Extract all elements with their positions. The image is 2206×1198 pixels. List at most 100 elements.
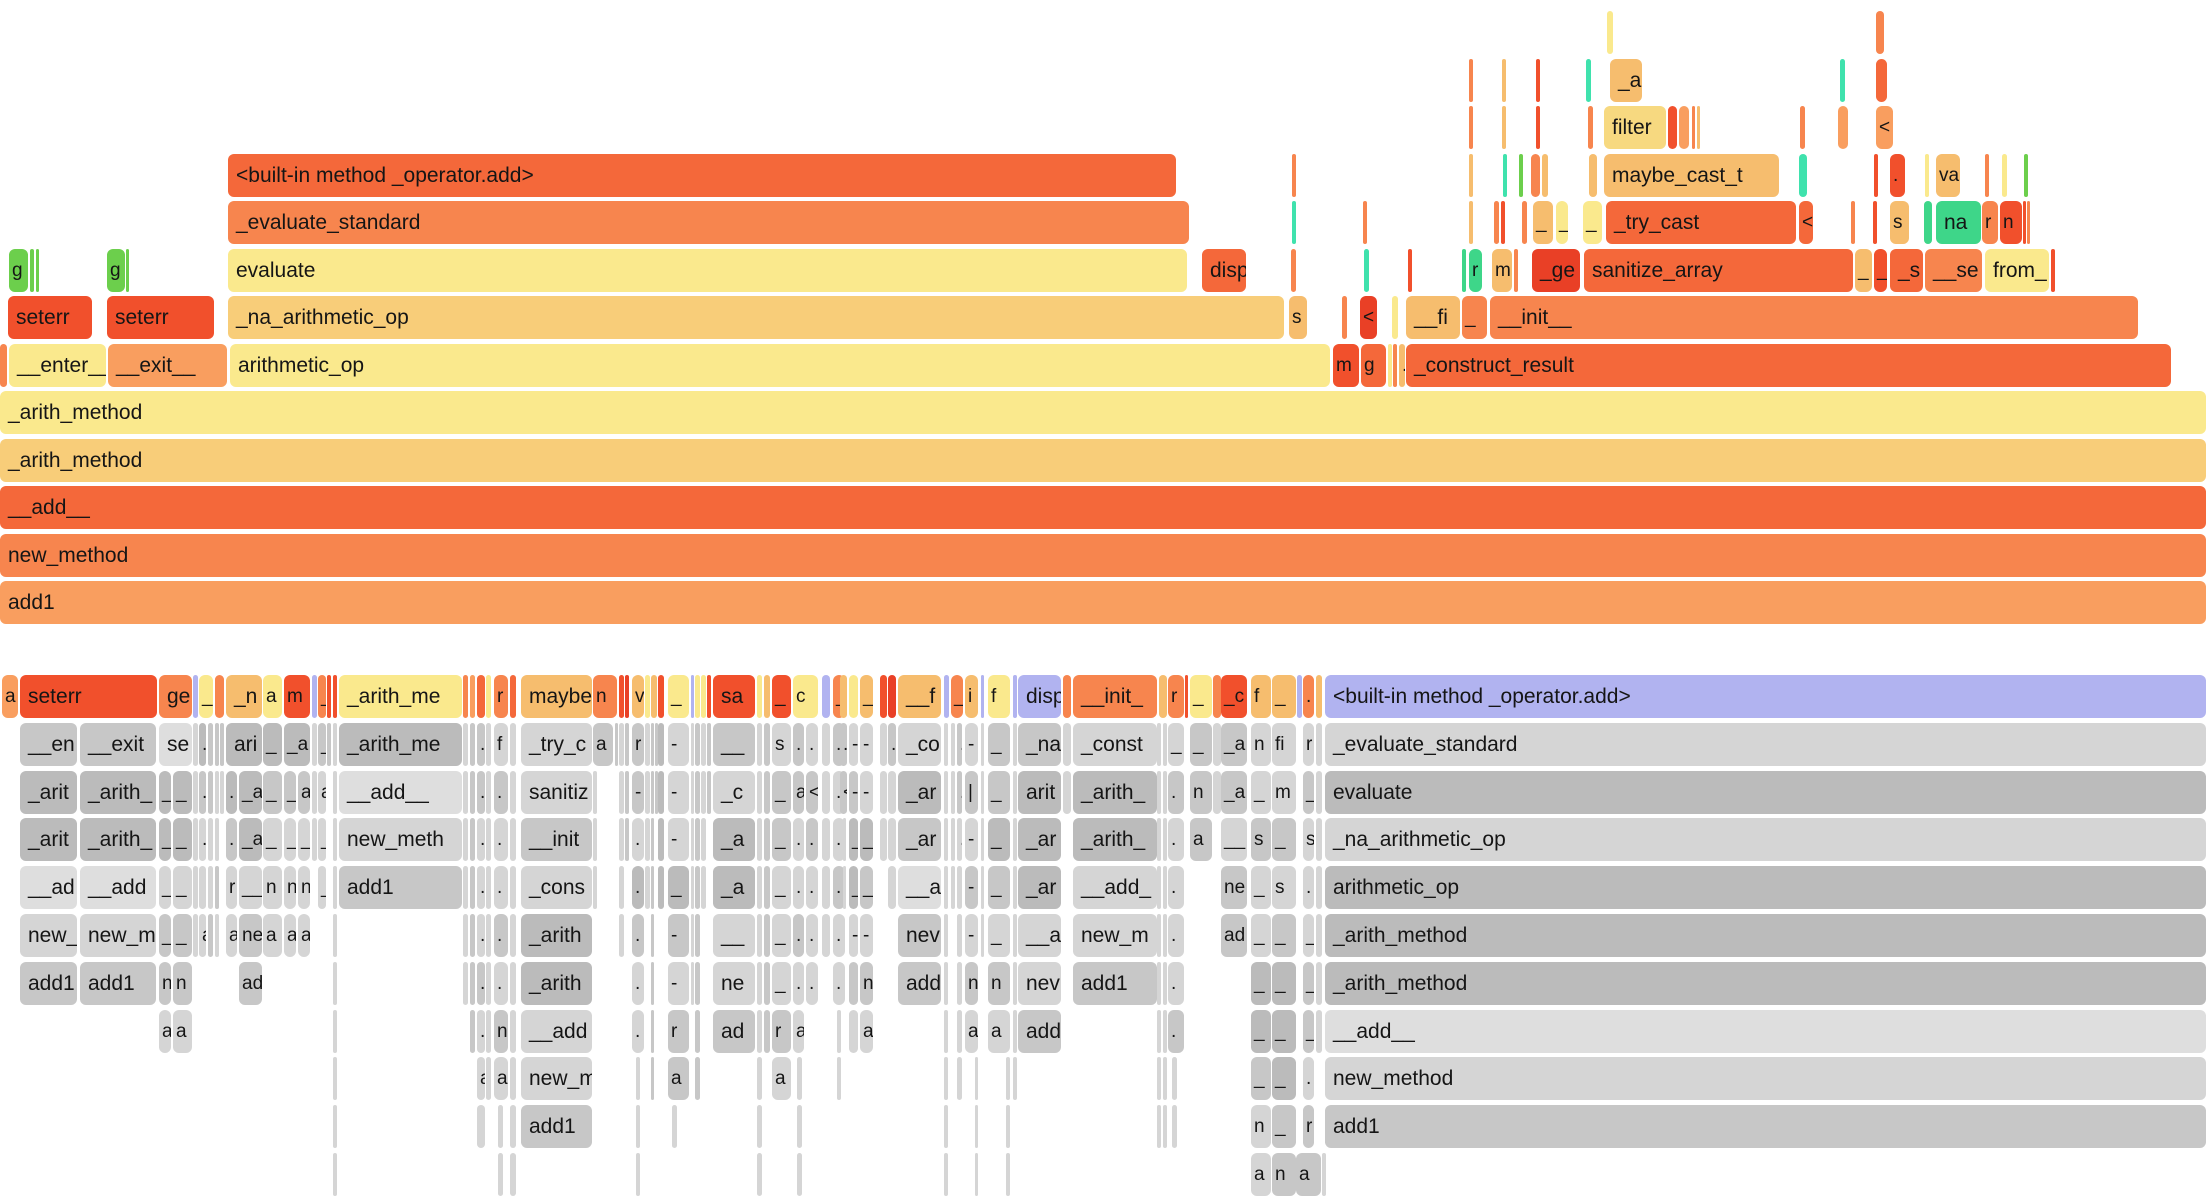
- flame-frame-m[interactable]: m: [284, 675, 310, 718]
- flame-frame-va[interactable]: va: [1936, 154, 1960, 197]
- flame-frame-_[interactable]: _: [1462, 296, 1487, 339]
- flame-frame-sliver[interactable]: [957, 1057, 962, 1100]
- flame-frame-sliver[interactable]: [193, 866, 198, 909]
- flame-frame-sliver[interactable]: [1364, 249, 1369, 292]
- flame-frame-[interactable]: .: [477, 723, 485, 766]
- flame-frame-sliver[interactable]: [510, 723, 516, 766]
- flame-frame-sliver[interactable]: [645, 771, 650, 814]
- flame-frame-new_m[interactable]: new_m: [1073, 914, 1157, 957]
- flame-frame-_const[interactable]: _const: [1073, 723, 1157, 766]
- flame-frame-a[interactable]: a: [298, 771, 310, 814]
- flame-frame-_[interactable]: _: [772, 914, 791, 957]
- flame-frame-_[interactable]: _: [1190, 723, 1212, 766]
- flame-frame-[interactable]: .: [806, 914, 818, 957]
- flame-frame-sliver[interactable]: [615, 723, 618, 766]
- flame-frame-_ar[interactable]: _ar: [1018, 866, 1061, 909]
- flame-frame-sliver[interactable]: [888, 771, 896, 814]
- flame-frame-sliver[interactable]: [486, 866, 491, 909]
- flame-frame-sliver[interactable]: [208, 818, 213, 861]
- flame-frame-sliver[interactable]: [1502, 106, 1506, 149]
- flame-frame-sliver[interactable]: [1363, 201, 1367, 244]
- flame-frame-arithmetic_op[interactable]: arithmetic_op: [1325, 866, 2206, 909]
- flame-frame-add[interactable]: add: [1018, 1010, 1061, 1053]
- flame-frame-n[interactable]: n: [593, 675, 617, 718]
- flame-frame-sliver[interactable]: [2027, 201, 2030, 244]
- flame-frame-sliver[interactable]: [849, 1010, 858, 1053]
- flame-frame-sliver[interactable]: [822, 771, 830, 814]
- flame-frame-sliver[interactable]: [199, 866, 206, 909]
- flame-frame-_[interactable]: _: [159, 818, 171, 861]
- flame-frame-_evaluate_standard[interactable]: _evaluate_standard: [228, 201, 1189, 244]
- flame-frame-sliver[interactable]: [463, 914, 468, 957]
- flame-frame-sliver[interactable]: [764, 723, 770, 766]
- flame-frame-sliver[interactable]: [707, 723, 711, 766]
- flame-frame-sa[interactable]: sa: [713, 675, 755, 718]
- flame-frame-_a[interactable]: _a: [1221, 771, 1247, 814]
- flame-frame-sliver[interactable]: [498, 1105, 503, 1148]
- flame-frame-_[interactable]: _: [1533, 201, 1553, 244]
- flame-frame-sliver[interactable]: [215, 771, 219, 814]
- flame-frame-_construct_result[interactable]: _construct_result: [1406, 344, 2171, 387]
- flame-frame-_[interactable]: _: [159, 771, 171, 814]
- flame-frame-sliver[interactable]: [645, 818, 650, 861]
- flame-frame-sliver[interactable]: [1876, 59, 1887, 102]
- flame-frame-sliver[interactable]: [975, 1153, 978, 1196]
- flame-frame-[interactable]: <: [1799, 201, 1813, 244]
- flame-frame-__add[interactable]: __add: [80, 866, 156, 909]
- flame-frame-sliver[interactable]: [695, 914, 700, 957]
- flame-frame-_arith_method[interactable]: _arith_method: [0, 391, 2206, 434]
- flame-frame-r[interactable]: r: [1303, 1105, 1314, 1148]
- flame-frame-sliver[interactable]: [193, 914, 198, 957]
- flame-frame-_[interactable]: _: [1251, 914, 1271, 957]
- flame-frame-[interactable]: .: [793, 962, 804, 1005]
- flame-frame-a[interactable]: a: [199, 914, 206, 957]
- flame-frame-_[interactable]: _: [1251, 771, 1271, 814]
- flame-frame-sliver[interactable]: [470, 962, 475, 1005]
- flame-frame-_arith_me[interactable]: _arith_me: [339, 675, 462, 718]
- flame-frame-sliver[interactable]: [619, 866, 624, 909]
- flame-frame-[interactable]: -: [849, 723, 858, 766]
- flame-frame-nev[interactable]: nev: [1018, 962, 1061, 1005]
- flame-frame-_[interactable]: _: [1272, 962, 1296, 1005]
- flame-frame-[interactable]: -: [860, 914, 873, 957]
- flame-frame-sliver[interactable]: [1006, 1105, 1010, 1148]
- flame-frame-[interactable]: .: [1303, 866, 1314, 909]
- flame-frame-new_meth[interactable]: new_meth: [339, 818, 462, 861]
- flame-frame-_[interactable]: _: [263, 771, 282, 814]
- flame-frame-v[interactable]: v: [632, 675, 644, 718]
- flame-frame-sliver[interactable]: [215, 914, 219, 957]
- flame-frame-sliver[interactable]: [695, 1057, 700, 1100]
- flame-frame-[interactable]: -: [668, 914, 689, 957]
- flame-frame-sliver[interactable]: [333, 723, 337, 766]
- flame-frame-sliver[interactable]: [764, 771, 770, 814]
- flame-frame-a[interactable]: a: [1190, 818, 1212, 861]
- flame-frame-[interactable]: .: [632, 914, 644, 957]
- flame-frame-sliver[interactable]: [470, 723, 475, 766]
- flame-frame-sliver[interactable]: [645, 675, 650, 718]
- flame-frame-[interactable]: <: [1360, 296, 1377, 339]
- flame-frame-_a[interactable]: _a: [239, 818, 262, 861]
- flame-frame-sliver[interactable]: [312, 771, 317, 814]
- flame-frame-[interactable]: .: [494, 818, 508, 861]
- flame-frame-sliver[interactable]: [701, 818, 706, 861]
- flame-frame-[interactable]: .: [477, 866, 485, 909]
- flame-frame-sliver[interactable]: [651, 723, 654, 766]
- flame-frame-a[interactable]: a: [263, 914, 282, 957]
- flame-frame-_[interactable]: _: [1168, 723, 1184, 766]
- flame-frame-sliver[interactable]: [822, 818, 830, 861]
- flame-frame-sliver[interactable]: [312, 723, 317, 766]
- flame-frame-sliver[interactable]: [1586, 59, 1591, 102]
- flame-frame-sliver[interactable]: [463, 675, 468, 718]
- flame-frame-__exit__[interactable]: __exit__: [108, 344, 227, 387]
- flame-frame-s[interactable]: s: [1272, 866, 1296, 909]
- flame-frame-sliver[interactable]: [944, 675, 949, 718]
- flame-frame-sliver[interactable]: [1013, 962, 1017, 1005]
- flame-frame-_[interactable]: _: [199, 675, 213, 718]
- flame-frame-sliver[interactable]: [1163, 962, 1167, 1005]
- flame-frame-_[interactable]: _: [1272, 675, 1296, 718]
- flame-frame-sliver[interactable]: [333, 914, 337, 957]
- flame-frame-__en[interactable]: __en: [20, 723, 77, 766]
- flame-frame-[interactable]: .: [199, 723, 206, 766]
- flame-frame-ne[interactable]: ne: [713, 962, 755, 1005]
- flame-frame-sliver[interactable]: [981, 771, 984, 814]
